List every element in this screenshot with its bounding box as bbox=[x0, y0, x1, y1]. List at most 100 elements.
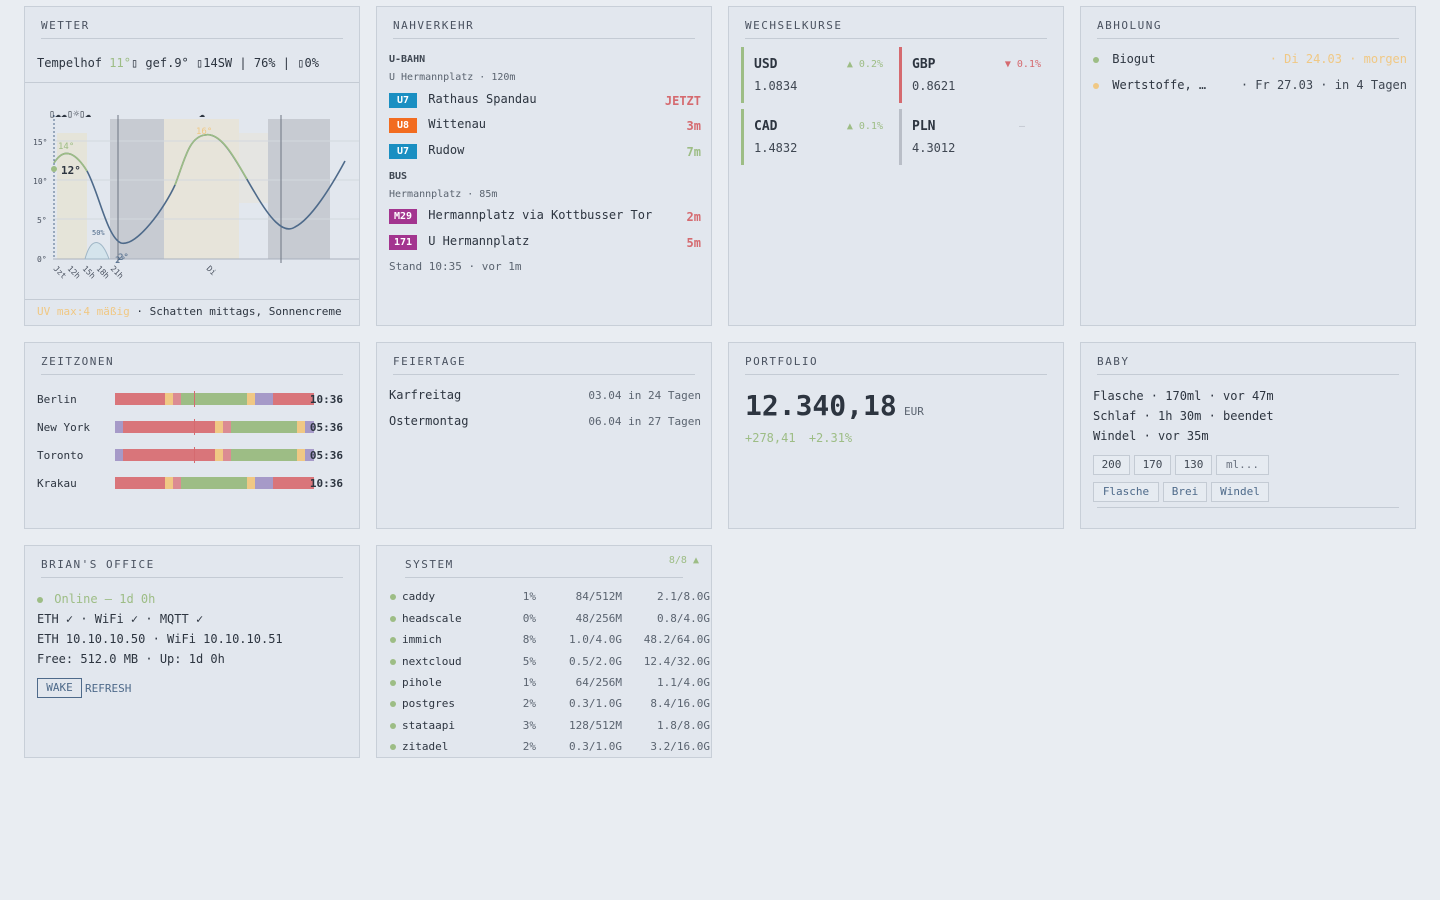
service-name: headscale bbox=[402, 612, 462, 625]
service-row[interactable]: postgres 2% 0.3/1.0G 8.4/16.0G 3 bbox=[390, 697, 711, 711]
pickup-card: ABHOLUNG Biogut · Di 24.03 · morgen Wert… bbox=[1080, 6, 1416, 326]
departure-row[interactable]: M29 Hermannplatz via Kottbusser Tor 2m bbox=[389, 208, 701, 226]
x-tick: 18h bbox=[95, 264, 112, 281]
disk-usage: 48.2/64.0G bbox=[643, 633, 710, 646]
pickup-item: Biogut · Di 24.03 · morgen bbox=[1093, 52, 1407, 70]
timezones-card: ZEITZONEN Berlin 10:36 New York 05:36 bbox=[24, 342, 360, 529]
departure-row[interactable]: U7 Rudow 7m bbox=[389, 143, 701, 161]
memory-usage: 0.3/1.0G bbox=[569, 740, 622, 753]
service-row[interactable]: zitadel 2% 0.3/1.0G 3.2/16.0G 3 bbox=[390, 740, 711, 754]
log-food-button[interactable]: Brei bbox=[1163, 482, 1207, 502]
card-title: PORTFOLIO bbox=[745, 355, 819, 368]
connection-checks: ETH ✓ · WiFi ✓ · MQTT ✓ bbox=[37, 612, 204, 626]
rate-change: ▲ 0.2% bbox=[846, 59, 883, 70]
divider bbox=[41, 577, 343, 578]
y-tick: 5° bbox=[37, 216, 47, 225]
local-time: 05:36 bbox=[309, 449, 343, 462]
refresh-button[interactable]: REFRESH bbox=[85, 682, 132, 695]
portfolio-card: PORTFOLIO 12.340,18 EUR +278,41 +2.31% bbox=[728, 342, 1064, 529]
divider bbox=[745, 374, 1047, 375]
section-label: U-BAHN bbox=[389, 54, 426, 65]
service-name: stataapi bbox=[402, 719, 455, 732]
service-row[interactable]: headscale 0% 48/256M 0.8/4.0G 3 bbox=[390, 612, 711, 626]
pickup-name: Wertstoffe, … bbox=[1112, 78, 1207, 92]
holiday-date: 03.04 in 24 Tagen bbox=[588, 389, 701, 402]
card-title: ABHOLUNG bbox=[1097, 19, 1162, 32]
departure-row[interactable]: U8 Wittenau 3m bbox=[389, 117, 701, 135]
service-row[interactable]: stataapi 3% 128/512M 1.8/8.0G bbox=[390, 719, 711, 733]
fx-tile[interactable]: CAD ▲ 0.1% 1.4832 bbox=[741, 109, 887, 165]
cpu-usage: 3% bbox=[522, 719, 536, 732]
uv-index: UV max:4 mäßig bbox=[37, 305, 130, 318]
status-dot bbox=[390, 744, 396, 750]
holiday-date: 06.04 in 27 Tagen bbox=[588, 415, 701, 428]
fx-tile[interactable]: PLN — 4.3012 bbox=[899, 109, 1045, 165]
day-timeline bbox=[115, 391, 314, 407]
departure-time: 5m bbox=[686, 236, 701, 250]
departure-row[interactable]: U7 Rathaus Spandau JETZT bbox=[389, 92, 701, 110]
memory-usage: 64/256M bbox=[575, 676, 622, 689]
rate-value: 1.0834 bbox=[754, 79, 798, 93]
fx-tile[interactable]: GBP ▼ 0.1% 0.8621 bbox=[899, 47, 1045, 103]
rate-value: 0.8621 bbox=[912, 79, 956, 93]
timezone-row: Toronto 05:36 bbox=[37, 447, 349, 463]
cpu-usage: 1% bbox=[522, 676, 536, 689]
log-diaper-button[interactable]: Windel bbox=[1211, 482, 1269, 502]
amount-button[interactable]: 200 bbox=[1093, 455, 1130, 475]
divider bbox=[25, 299, 359, 300]
rain-area bbox=[84, 242, 110, 260]
line-badge: 171 bbox=[389, 235, 417, 250]
card-title: WECHSELKURSE bbox=[745, 19, 843, 32]
service-row[interactable]: nextcloud 5% 0.5/2.0G 12.4/32.0G 1 bbox=[390, 655, 711, 669]
card-title: SYSTEM bbox=[405, 558, 454, 571]
departure-time: 2m bbox=[686, 210, 701, 224]
line-badge: U7 bbox=[389, 93, 417, 108]
weather-forecast-chart: 15° 10° 5° 0° 50% 14° 16° 12° 2° 2° ▯☁☁▯… bbox=[33, 109, 359, 281]
departure-row[interactable]: 171 U Hermannplatz 5m bbox=[389, 234, 701, 252]
memory-usage: 48/256M bbox=[575, 612, 622, 625]
custom-amount-input[interactable]: ml... bbox=[1216, 455, 1269, 475]
status-text: Stand 10:35 · vor 1m bbox=[389, 260, 522, 273]
rate-value: 1.4832 bbox=[754, 141, 798, 155]
x-tick: 12h bbox=[66, 264, 83, 281]
rain-chance: 0% bbox=[304, 56, 319, 70]
wake-button[interactable]: WAKE bbox=[37, 678, 82, 698]
service-row[interactable]: pihole 1% 64/256M 1.1/4.0G 3 bbox=[390, 676, 711, 690]
divider bbox=[1097, 507, 1399, 508]
services-summary[interactable]: 8/8 ▲ bbox=[668, 555, 699, 566]
rate-change: ▲ 0.1% bbox=[846, 121, 883, 132]
divider bbox=[745, 38, 1047, 39]
service-name: pihole bbox=[402, 676, 442, 689]
city-name: Berlin bbox=[37, 393, 77, 406]
currency-code: USD bbox=[754, 57, 778, 72]
fx-tile[interactable]: USD ▲ 0.2% 1.0834 bbox=[741, 47, 887, 103]
local-time: 10:36 bbox=[309, 477, 343, 490]
memory-usage: 84/512M bbox=[575, 590, 622, 603]
amount-button[interactable]: 170 bbox=[1134, 455, 1171, 475]
portfolio-value-row: 12.340,18 EUR bbox=[745, 389, 924, 422]
baby-log-line: Flasche · 170ml · vor 47m bbox=[1093, 389, 1274, 403]
y-tick: 15° bbox=[33, 138, 47, 147]
log-bottle-button[interactable]: Flasche bbox=[1093, 482, 1159, 502]
status-dot bbox=[1093, 57, 1099, 63]
stop-info: U Hermannplatz · 120m bbox=[389, 72, 516, 83]
uv-hint: · Schatten mittags, Sonnencreme bbox=[136, 305, 342, 318]
current-label: 12° bbox=[61, 164, 81, 177]
status-dot bbox=[390, 680, 396, 686]
fx-card: WECHSELKURSE USD ▲ 0.2% 1.0834 GBP ▼ 0.1… bbox=[728, 6, 1064, 326]
baby-log-line: Schlaf · 1h 30m · beendet bbox=[1093, 409, 1274, 423]
amount-button[interactable]: 130 bbox=[1175, 455, 1212, 475]
card-title: WETTER bbox=[41, 19, 90, 32]
x-tick: Jzt bbox=[52, 264, 69, 281]
currency: EUR bbox=[903, 405, 924, 418]
service-row[interactable]: caddy 1% 84/512M 2.1/8.0G 3 bbox=[390, 590, 711, 604]
pickup-name: Biogut bbox=[1112, 52, 1156, 66]
day-timeline bbox=[115, 419, 314, 435]
departure-time: 3m bbox=[686, 119, 701, 133]
service-row[interactable]: immich 8% 1.0/4.0G 48.2/64.0G 1 bbox=[390, 633, 711, 647]
day-timeline bbox=[115, 477, 314, 489]
location: Tempelhof bbox=[37, 56, 103, 70]
card-title: NAHVERKEHR bbox=[393, 19, 475, 32]
baby-card: BABY Flasche · 170ml · vor 47m Schlaf · … bbox=[1080, 342, 1416, 529]
y-tick: 10° bbox=[33, 177, 47, 186]
